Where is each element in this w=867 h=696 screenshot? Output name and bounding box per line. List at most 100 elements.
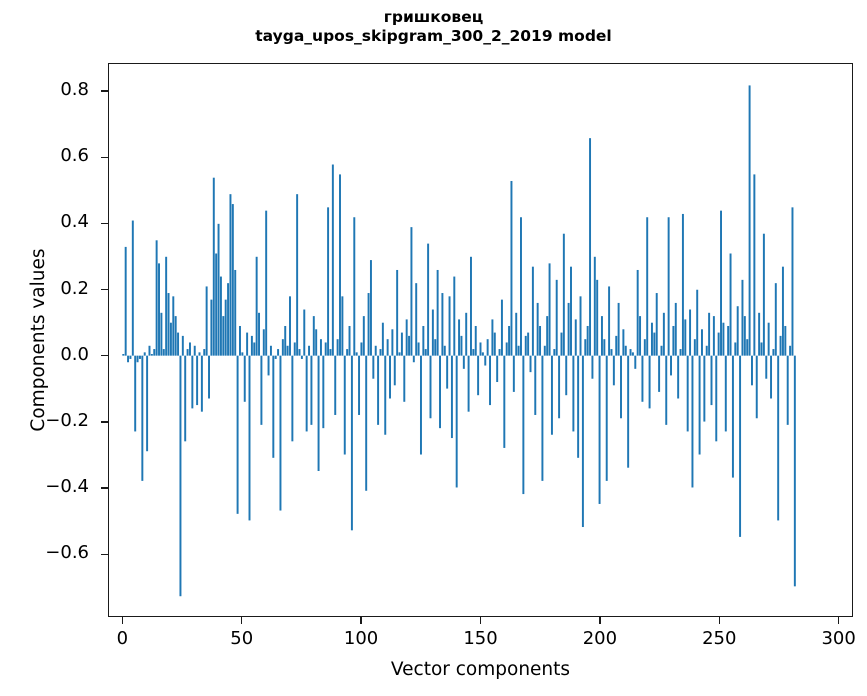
bar	[410, 227, 413, 356]
bar	[315, 329, 318, 356]
bar	[348, 325, 351, 356]
y-tick-mark	[101, 156, 108, 158]
bar	[131, 220, 134, 356]
bar	[267, 355, 270, 376]
bar	[598, 355, 601, 504]
bar	[419, 355, 422, 455]
bar	[146, 355, 149, 452]
bar	[324, 342, 327, 356]
bar	[403, 355, 406, 402]
bar	[367, 293, 370, 356]
bar	[248, 355, 251, 521]
bar	[631, 352, 634, 356]
bar	[751, 355, 753, 386]
bar	[186, 349, 189, 356]
bar	[143, 352, 146, 356]
bar	[474, 325, 477, 356]
bar	[567, 302, 570, 356]
bar	[610, 349, 613, 356]
bar	[536, 302, 539, 356]
bar	[424, 349, 427, 356]
bar	[429, 355, 432, 419]
bar	[767, 322, 770, 356]
bar	[503, 355, 506, 448]
bar	[353, 217, 356, 356]
bar	[400, 332, 403, 356]
bar	[570, 266, 572, 356]
y-tick-mark	[101, 421, 108, 423]
chart-title: гришковец tayga_upos_skipgram_300_2_2019…	[0, 8, 867, 46]
x-tick-mark	[479, 617, 482, 624]
bar	[627, 355, 630, 468]
x-tick-label: 100	[343, 628, 379, 649]
bar	[222, 316, 225, 356]
bar	[358, 355, 361, 415]
bar	[741, 279, 744, 356]
x-tick-label: 0	[116, 628, 129, 649]
x-tick-label: 150	[463, 628, 498, 649]
bar	[679, 349, 682, 356]
bar	[322, 355, 325, 429]
bar	[122, 354, 125, 356]
bar	[160, 312, 163, 356]
bar	[510, 180, 513, 356]
bar	[758, 312, 761, 356]
bar	[162, 349, 165, 356]
bar	[339, 174, 341, 356]
x-axis-label: Vector components	[390, 659, 571, 680]
bar	[605, 355, 608, 481]
bar	[770, 355, 773, 399]
bar	[215, 253, 218, 356]
bar	[481, 352, 484, 356]
bar	[729, 253, 732, 356]
bar	[527, 332, 530, 356]
bar	[608, 286, 611, 356]
bar	[277, 349, 280, 356]
x-tick-label: 250	[702, 628, 737, 649]
bar	[219, 276, 222, 356]
bar	[717, 332, 720, 356]
bar	[467, 355, 470, 412]
bar	[641, 355, 644, 402]
x-tick-mark	[121, 617, 123, 624]
bar	[239, 325, 241, 356]
bar	[191, 355, 194, 409]
x-tick-label: 200	[582, 628, 618, 649]
bar	[667, 217, 670, 356]
bar	[691, 355, 694, 488]
bar	[172, 296, 175, 356]
bar	[572, 355, 575, 432]
bar	[546, 316, 549, 356]
bar	[784, 325, 787, 356]
bar	[469, 256, 472, 356]
bar	[781, 266, 784, 356]
bar	[369, 260, 372, 356]
bar	[629, 349, 632, 356]
bar	[265, 210, 268, 356]
bar	[586, 325, 589, 356]
bar	[291, 355, 294, 442]
bar	[493, 332, 496, 356]
bar	[722, 322, 725, 356]
bar	[236, 355, 239, 514]
y-tick-mark	[101, 355, 108, 357]
bar	[620, 355, 622, 419]
bar	[772, 349, 775, 356]
bar	[355, 352, 358, 356]
bar	[167, 293, 170, 356]
bar	[262, 329, 265, 356]
bar	[234, 269, 237, 356]
bar	[362, 316, 365, 356]
bar	[408, 335, 411, 356]
bar	[489, 355, 492, 406]
bar	[600, 316, 603, 356]
y-tick-label: 0.0	[60, 343, 89, 365]
bar	[308, 345, 311, 356]
bar	[241, 352, 244, 356]
bar	[715, 355, 718, 442]
bar	[743, 316, 746, 356]
bar	[646, 217, 649, 356]
bar	[522, 355, 525, 495]
bar	[386, 339, 389, 356]
